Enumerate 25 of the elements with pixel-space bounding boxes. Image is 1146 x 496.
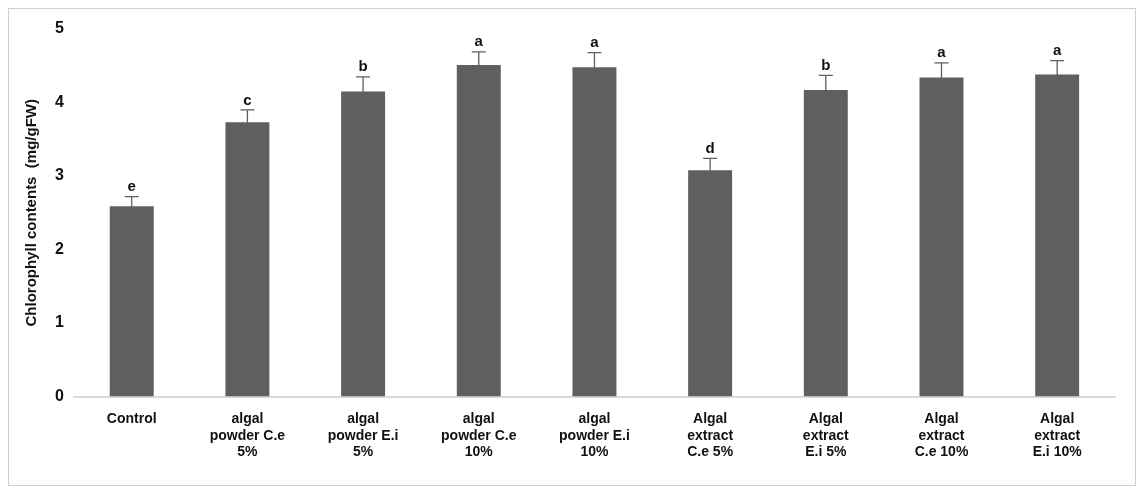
annotation: a	[474, 32, 484, 50]
x-tick-label: Control	[106, 409, 157, 426]
annotation: b	[358, 57, 368, 75]
x-tick-label: Algal extract E.i 5%	[802, 409, 850, 460]
annotation: a	[1052, 41, 1062, 59]
annotation: e	[127, 177, 136, 195]
x-tick-label: Algal extract E.i 10%	[1032, 409, 1083, 460]
x-tick-label: Algal extract C.e 10%	[914, 409, 969, 460]
y-axis-title: Chlorophyll contents (mg/gFW)	[22, 99, 40, 327]
annotation: c	[243, 90, 252, 108]
x-tick-label: algal powder C.e 5%	[209, 409, 286, 460]
y-tick-label: 3	[54, 166, 64, 184]
y-tick-label: 1	[54, 313, 64, 331]
x-tick-label: algal powder E.i 10%	[559, 409, 630, 460]
x-tick-label: algal powder E.i 5%	[327, 409, 399, 460]
annotation: a	[937, 43, 947, 61]
annotation: b	[821, 55, 831, 73]
y-tick-label: 5	[54, 19, 64, 37]
annotation: d	[705, 139, 715, 157]
x-tick-label: algal powder C.e 10%	[441, 409, 517, 460]
x-tick-label: Algal extract C.e 5%	[687, 409, 734, 460]
y-tick-label: 4	[54, 92, 64, 110]
y-tick-label: 0	[54, 387, 64, 405]
y-tick-label: 2	[54, 239, 64, 257]
annotation: a	[590, 33, 600, 51]
